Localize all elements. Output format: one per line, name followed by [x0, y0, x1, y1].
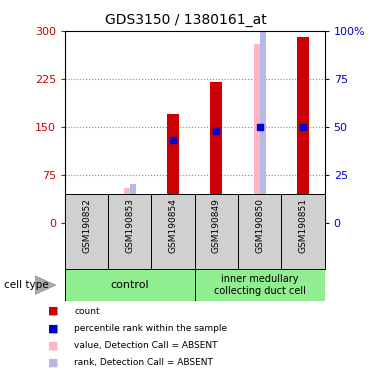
Text: GSM190852: GSM190852: [82, 198, 91, 253]
Bar: [65, 269, 195, 301]
Text: control: control: [111, 280, 149, 290]
Text: GSM190854: GSM190854: [169, 198, 178, 253]
Text: ■: ■: [48, 323, 59, 333]
Bar: [195, 194, 238, 269]
Bar: [124, 187, 136, 223]
Text: GSM190850: GSM190850: [255, 198, 264, 253]
Text: GSM190851: GSM190851: [299, 198, 308, 253]
Bar: [281, 194, 325, 269]
Bar: [86, 194, 93, 223]
Bar: [65, 194, 108, 269]
Bar: [108, 194, 151, 269]
Bar: [81, 216, 93, 223]
Bar: [210, 82, 223, 223]
Text: rank, Detection Call = ABSENT: rank, Detection Call = ABSENT: [74, 358, 213, 367]
Text: GDS3150 / 1380161_at: GDS3150 / 1380161_at: [105, 13, 266, 27]
Bar: [238, 194, 281, 269]
Polygon shape: [35, 276, 56, 294]
Text: GSM190853: GSM190853: [125, 198, 134, 253]
Bar: [254, 43, 266, 223]
Text: ■: ■: [48, 358, 59, 368]
Bar: [151, 194, 195, 269]
Bar: [195, 269, 325, 301]
Bar: [297, 37, 309, 223]
Text: ■: ■: [48, 341, 59, 351]
Text: ■: ■: [48, 306, 59, 316]
Text: GSM190849: GSM190849: [212, 198, 221, 253]
Bar: [260, 0, 266, 223]
Text: count: count: [74, 306, 100, 316]
Bar: [130, 184, 136, 223]
Bar: [81, 220, 93, 223]
Bar: [167, 114, 179, 223]
Text: inner medullary
collecting duct cell: inner medullary collecting duct cell: [214, 274, 306, 296]
Text: cell type: cell type: [4, 280, 48, 290]
Text: percentile rank within the sample: percentile rank within the sample: [74, 324, 227, 333]
Text: value, Detection Call = ABSENT: value, Detection Call = ABSENT: [74, 341, 218, 350]
